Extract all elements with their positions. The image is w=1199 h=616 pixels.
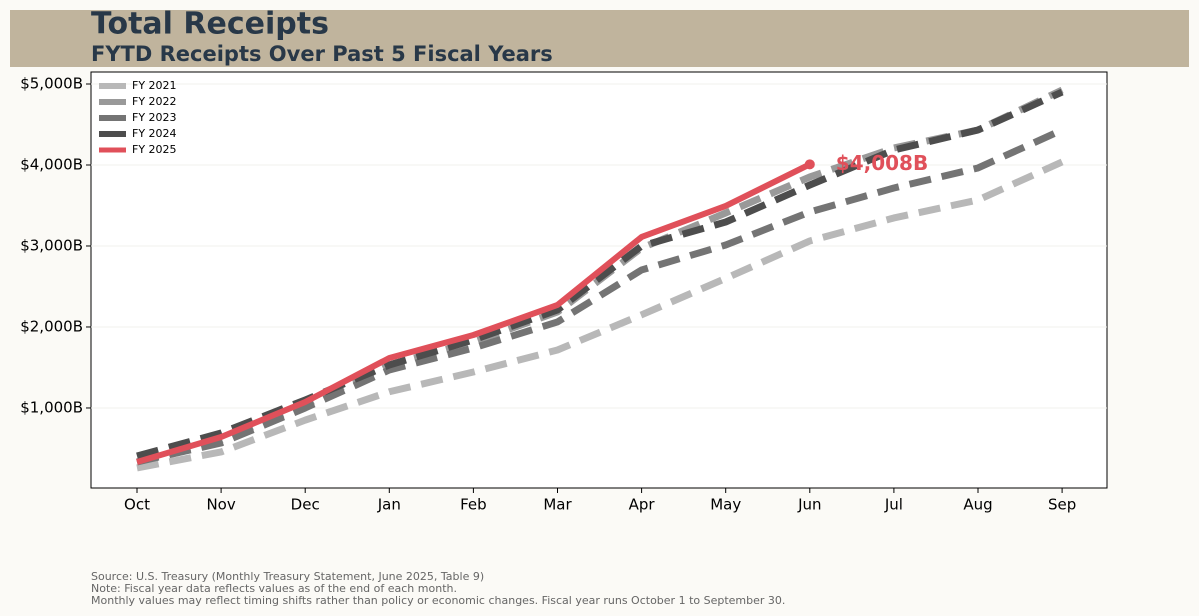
x-tick-label: Sep xyxy=(1048,496,1076,514)
x-tick-label: Jan xyxy=(377,496,401,514)
series-line xyxy=(136,161,812,465)
x-tick-label: Nov xyxy=(206,496,235,514)
legend-label: FY 2021 xyxy=(132,79,177,92)
chart-subtitle: FYTD Receipts Over Past 5 Fiscal Years xyxy=(91,42,553,66)
y-tick-label: $3,000B xyxy=(20,236,83,254)
x-tick-label: Mar xyxy=(543,496,572,514)
note: Source: U.S. Treasury (Monthly Treasury … xyxy=(91,570,484,583)
note: Monthly values may reflect timing shifts… xyxy=(91,594,785,607)
note: Note: Fiscal year data reflects values a… xyxy=(91,582,457,595)
x-tick-label: Apr xyxy=(629,496,656,514)
legend-label: FY 2022 xyxy=(132,95,177,108)
header-band xyxy=(10,10,1189,67)
end-marker xyxy=(804,159,815,170)
x-tick-label: Oct xyxy=(124,496,150,514)
legend-label: FY 2025 xyxy=(132,143,177,156)
legend-label: FY 2024 xyxy=(132,127,177,140)
y-tick-label: $1,000B xyxy=(20,398,83,416)
y-tick-label: $5,000B xyxy=(20,74,83,92)
chart-title: Total Receipts xyxy=(91,7,329,42)
x-tick-label: Jul xyxy=(884,496,903,514)
y-tick-label: $2,000B xyxy=(20,317,83,335)
x-tick-label: May xyxy=(710,496,741,514)
x-tick-label: Aug xyxy=(963,496,992,514)
y-tick-label: $4,000B xyxy=(20,155,83,173)
series-line xyxy=(136,158,1064,472)
series-line xyxy=(136,88,1064,460)
annotation: $4,008B xyxy=(836,151,928,175)
x-tick-label: Jun xyxy=(797,496,821,514)
x-tick-label: Feb xyxy=(460,496,487,514)
x-tick-label: Dec xyxy=(291,496,320,514)
legend-label: FY 2023 xyxy=(132,111,177,124)
